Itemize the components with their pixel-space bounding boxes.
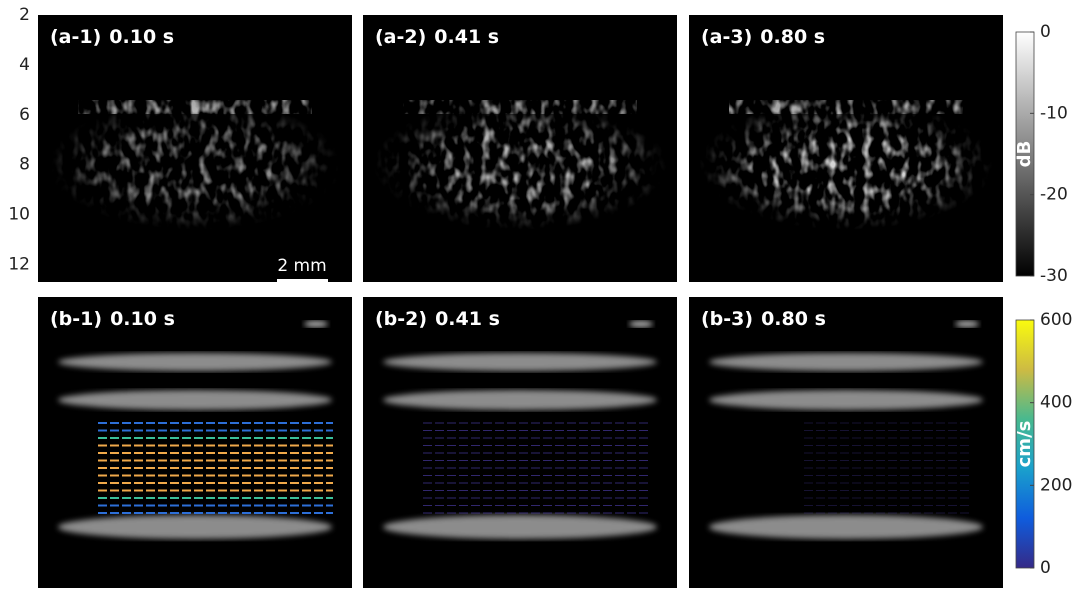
y-tick-label: 12 xyxy=(8,255,30,275)
panel-label: (b-2) 0.41 s xyxy=(375,308,500,330)
image-panel: (b-2) 0.41 s xyxy=(363,297,677,588)
panel-time: 0.41 s xyxy=(435,308,500,330)
tissue-dot xyxy=(955,321,979,327)
image-panel: (b-3) 0.80 s xyxy=(689,297,1003,588)
image-panel: (a-3) 0.80 s xyxy=(689,15,1003,282)
colorbar xyxy=(1015,319,1035,569)
panel-id: (a-1) xyxy=(50,26,101,48)
panel-background xyxy=(38,297,352,588)
colorbar-tick-label: 200 xyxy=(1040,475,1072,495)
tissue-band xyxy=(709,353,983,371)
tissue-band xyxy=(383,353,657,371)
colorbar-tick-label: -20 xyxy=(1040,185,1068,205)
speckle-region xyxy=(699,100,993,230)
panel-time: 0.10 s xyxy=(110,308,175,330)
colorbar xyxy=(1015,31,1035,277)
tissue-dot xyxy=(629,321,653,327)
panel-id: (a-3) xyxy=(701,26,752,48)
speckle-region xyxy=(48,100,342,230)
y-tick-label: 4 xyxy=(19,55,30,75)
panel-label: (b-3) 0.80 s xyxy=(701,308,826,330)
tissue-band xyxy=(58,353,332,371)
colorbar-label: cm/s xyxy=(1014,421,1035,468)
panel-time: 0.80 s xyxy=(760,26,825,48)
colorbar-tick-label: -30 xyxy=(1040,266,1068,286)
y-tick-label: 2 xyxy=(19,5,30,25)
tissue-band xyxy=(58,390,332,410)
panel-label: (a-2) 0.41 s xyxy=(375,26,499,48)
colorbar-tick-label: 0 xyxy=(1040,22,1051,42)
tissue-band xyxy=(58,515,332,539)
tissue-band xyxy=(709,390,983,410)
colorbar-tick-label: 0 xyxy=(1040,558,1051,578)
panel-id: (b-3) xyxy=(701,308,753,330)
panel-background xyxy=(363,297,677,588)
tissue-band xyxy=(383,390,657,410)
speckle-region xyxy=(373,100,667,230)
panel-label: (b-1) 0.10 s xyxy=(50,308,175,330)
speckle-band xyxy=(78,100,312,114)
image-panel: (a-1) 0.10 s xyxy=(38,15,352,282)
panel-background xyxy=(689,297,1003,588)
panel-time: 0.80 s xyxy=(761,308,826,330)
tissue-band xyxy=(383,515,657,539)
image-panel: (a-2) 0.41 s xyxy=(363,15,677,282)
y-tick-label: 6 xyxy=(19,105,30,125)
speckle-band xyxy=(403,100,637,114)
panel-id: (b-1) xyxy=(50,308,102,330)
colorbar-tick-label: -10 xyxy=(1040,103,1068,123)
overlays: 2 4 6 8 10 12 2 mm 0 -10 -20 -30 dB 0 200 400 600 cm/s xyxy=(8,5,1072,578)
panel-id: (b-2) xyxy=(375,308,427,330)
scale-bar-label: 2 mm xyxy=(277,256,326,276)
panel-id: (a-2) xyxy=(375,26,426,48)
panel-time: 0.10 s xyxy=(109,26,174,48)
y-tick-label: 8 xyxy=(19,155,30,175)
speckle-band xyxy=(729,100,963,114)
panel-label: (a-1) 0.10 s xyxy=(50,26,174,48)
panel-label: (a-3) 0.80 s xyxy=(701,26,825,48)
tissue-band xyxy=(709,515,983,539)
tissue-dot xyxy=(304,321,328,327)
colorbar-tick-label: 400 xyxy=(1040,393,1072,413)
panels: (a-1) 0.10 s (a-2) 0.41 s (a-3) 0.80 s (b-1) 0.… xyxy=(38,15,1003,588)
panel-time: 0.41 s xyxy=(434,26,499,48)
image-panel: (b-1) 0.10 s xyxy=(38,297,352,588)
y-tick-label: 10 xyxy=(8,205,30,225)
colorbar-tick-label: 600 xyxy=(1040,310,1072,330)
colorbar-label: dB xyxy=(1014,141,1035,168)
